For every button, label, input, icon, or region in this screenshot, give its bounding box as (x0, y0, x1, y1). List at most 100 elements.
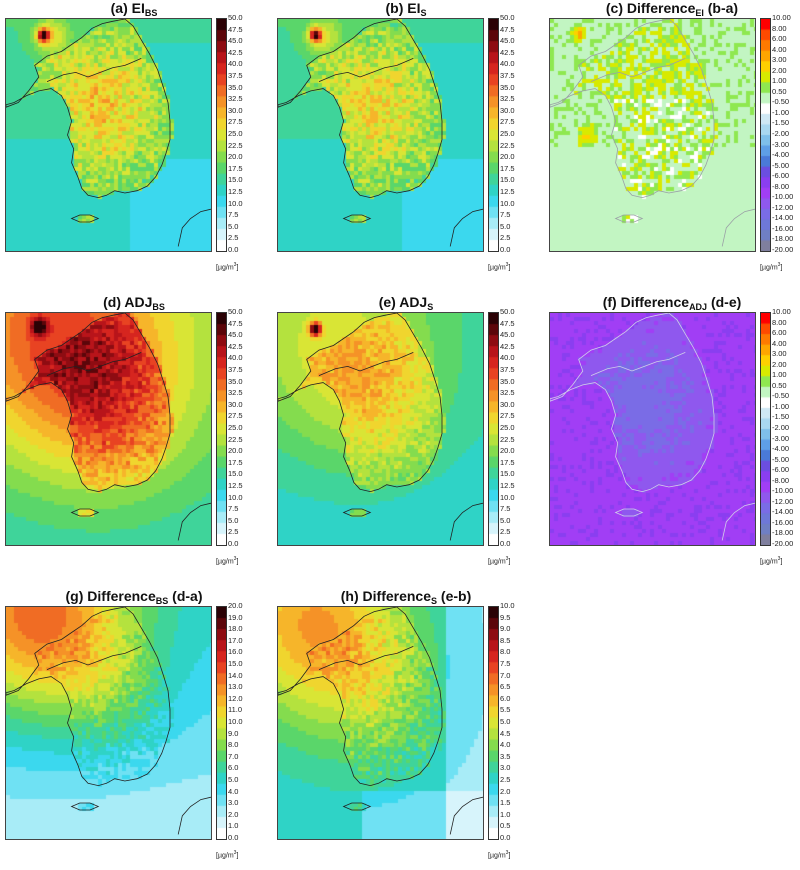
panel-title-e: (e) ADJS (272, 294, 540, 312)
tick-label: 50.0 (500, 13, 515, 22)
tick-label: 32.5 (500, 388, 515, 398)
tick-label: -18.00 (772, 234, 794, 244)
tick-label: -1.50 (772, 412, 790, 422)
bracket-open: [ (488, 264, 490, 272)
tick-label: -18.00 (772, 528, 794, 538)
unit-exponent: 3 (505, 850, 509, 856)
tick-label: 4.00 (772, 338, 787, 348)
tick-label: 7.5 (500, 659, 511, 668)
tick-label: 4.0 (228, 786, 239, 796)
unit-text: µg/m (489, 852, 506, 860)
tick-label: 5.0 (228, 515, 239, 525)
tick-label: 0.50 (772, 380, 787, 390)
tick-label: 37.5 (228, 365, 243, 374)
tick-label: 1.0 (500, 809, 511, 819)
tick-label: 17.5 (500, 457, 515, 467)
unit-text: µg/m (489, 558, 506, 566)
map-h (277, 606, 484, 840)
tick-label: -4.00 (772, 444, 790, 454)
tick-label: 6.0 (228, 763, 239, 773)
tick-label: 15.0 (500, 175, 515, 185)
tick-label: 0.0 (500, 539, 511, 548)
tick-label: 47.5 (228, 318, 243, 328)
title-subscript: ADJ (689, 302, 708, 312)
title-subscript: S (431, 596, 438, 606)
tick-label: 6.00 (772, 34, 787, 44)
tick-label: 35.0 (228, 82, 243, 92)
tick-label: 16.0 (228, 647, 243, 657)
border-line (46, 352, 142, 376)
title-main: (g) Difference (65, 588, 156, 604)
unit-text: µg/m (761, 558, 778, 566)
tick-label: 18.0 (228, 624, 243, 634)
bracket-close: ] (780, 264, 783, 272)
jeju-island (614, 508, 644, 517)
title-main: (d) ADJ (103, 294, 153, 310)
title-tail: (d-a) (168, 588, 203, 604)
tick-label: 47.5 (500, 318, 515, 328)
tick-label: 27.5 (500, 411, 515, 421)
title-tail: (d-e) (707, 294, 742, 310)
tick-label: 45.0 (500, 330, 515, 340)
tick-label: -0.50 (772, 391, 790, 401)
tick-label: 6.0 (500, 693, 511, 703)
jeju-island (614, 214, 644, 223)
map-b (277, 18, 484, 252)
unit-label: [µg/m3] (760, 556, 782, 565)
border-line (46, 646, 142, 670)
coastline-overlay (550, 313, 755, 541)
tick-label: 42.5 (500, 341, 515, 351)
tick-label: -20.00 (772, 245, 794, 254)
tick-label: -16.00 (772, 223, 794, 233)
jeju-island (342, 508, 372, 517)
tick-label: 10.0 (500, 492, 515, 502)
title-subscript: S (427, 302, 434, 312)
bracket-open: [ (760, 264, 762, 272)
panel-e: (e) ADJS 50.0 47.5 45.0 42.5 40.0 37.5 35.0 32.5… (272, 294, 540, 584)
tick-label: 32.5 (228, 94, 243, 104)
jeju-island (342, 214, 372, 223)
concentration-field (6, 607, 211, 839)
tick-label: 22.5 (228, 140, 243, 150)
border-line (46, 58, 142, 82)
bracket-close: ] (508, 852, 511, 860)
tick-label: 14.0 (228, 670, 243, 680)
border-line (318, 646, 414, 670)
bracket-open: [ (216, 852, 218, 860)
tick-label: 1.00 (772, 370, 787, 380)
coastline (550, 313, 715, 493)
tick-label: 30.0 (228, 105, 243, 115)
tick-label: -8.00 (772, 475, 790, 485)
jeju-island (70, 214, 100, 223)
concentration-field (550, 313, 755, 545)
title-subscript: S (420, 8, 427, 18)
unit-label: [µg/m3] (216, 556, 238, 565)
tick-label: 12.5 (500, 481, 515, 490)
tick-label: 40.0 (228, 353, 243, 363)
bracket-open: [ (216, 264, 218, 272)
tick-label: 12.0 (228, 693, 243, 703)
tick-label: 25.0 (500, 129, 515, 138)
tick-label: 4.00 (772, 44, 787, 54)
border-line (318, 58, 414, 82)
tick-label: 15.0 (228, 175, 243, 185)
tick-label: 19.0 (228, 612, 243, 622)
panel-c: (c) DifferenceEI (b-a) 10.00 8.00 6.00 4.00 3… (544, 0, 800, 290)
title-main: (h) Difference (340, 588, 431, 604)
bracket-close: ] (236, 852, 239, 860)
tick-label: 30.0 (228, 399, 243, 409)
tick-label: 5.5 (500, 705, 511, 715)
japan-coast (449, 796, 483, 835)
tick-label: 12.5 (228, 481, 243, 490)
unit-label: [µg/m3] (760, 262, 782, 271)
tick-label: -6.00 (772, 171, 790, 181)
unit-text: µg/m (217, 558, 234, 566)
tick-label: 50.0 (228, 13, 243, 22)
tick-label: 0.0 (228, 833, 239, 842)
tick-label: 2.00 (772, 359, 787, 369)
tick-label: 35.0 (500, 376, 515, 386)
tick-label: 5.0 (500, 515, 511, 525)
tick-label: 37.5 (500, 71, 515, 80)
coastline-overlay (6, 313, 211, 541)
bracket-close: ] (236, 558, 239, 566)
